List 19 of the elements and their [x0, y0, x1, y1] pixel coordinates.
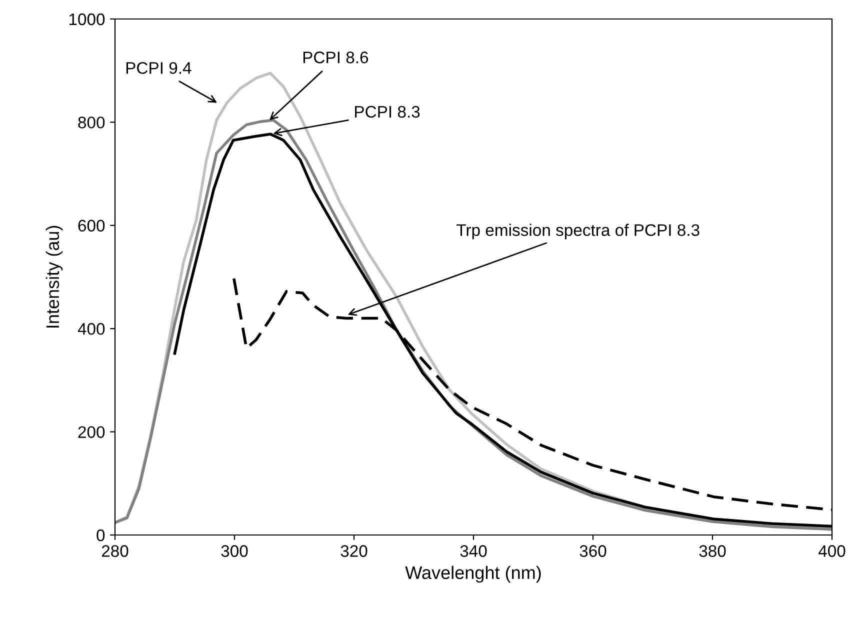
x-tick-label: 300	[221, 545, 248, 557]
annotation: PCPI 9.4	[126, 62, 192, 74]
annotation: Trp emission spectra of PCPI 8.3	[456, 224, 700, 240]
y-tick-label: 400	[78, 323, 105, 335]
x-axis-title: Wavelenght (nm)	[405, 566, 541, 583]
y-tick-label: 0	[96, 529, 105, 542]
annotation: PCPI 8.3	[355, 106, 420, 118]
y-tick-label: 600	[78, 220, 105, 232]
x-tick-label: 360	[580, 545, 606, 557]
y-axis-title: Intensity (au)	[46, 226, 63, 328]
x-tick-label: 320	[340, 545, 368, 557]
y-tick-label: 800	[78, 116, 105, 128]
x-tick-label: 380	[699, 545, 726, 557]
x-tick-label: 400	[818, 545, 846, 557]
x-tick-label: 340	[460, 545, 487, 557]
y-tick-label: 200	[78, 426, 105, 438]
x-tick-label: 280	[102, 545, 128, 557]
y-tick-label: 1000	[69, 13, 105, 26]
annotation: PCPI 8.6	[303, 52, 368, 64]
